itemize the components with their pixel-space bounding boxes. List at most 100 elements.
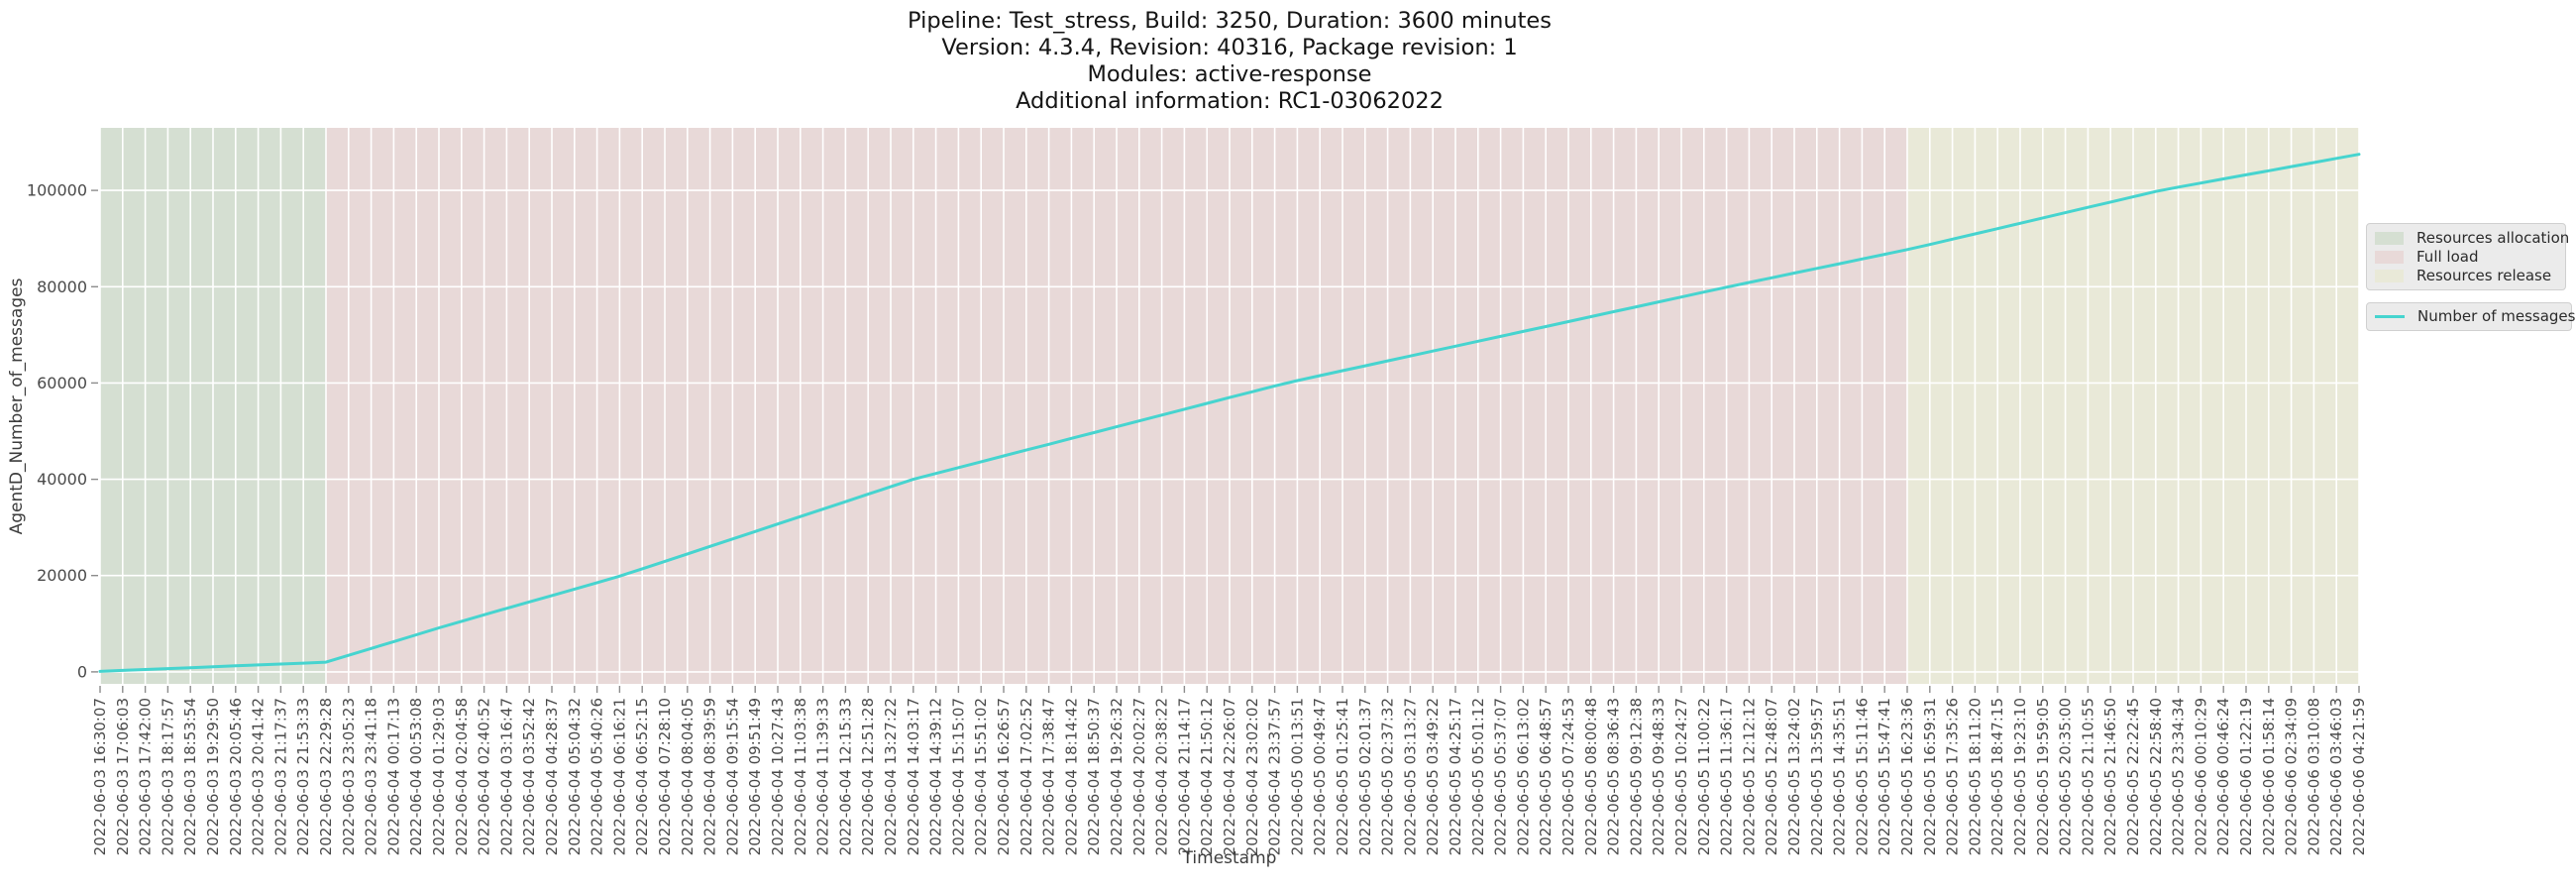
x-tick-label: 2022-06-04 12:15:33 [836, 698, 854, 855]
x-tick-label: 2022-06-05 00:13:51 [1288, 698, 1306, 855]
x-tick-label: 2022-06-04 15:51:02 [972, 698, 990, 855]
x-tick-label: 2022-06-04 08:39:59 [701, 698, 719, 855]
x-tick-label: 2022-06-04 16:26:57 [995, 698, 1013, 855]
x-tick-label: 2022-06-06 00:10:29 [2192, 698, 2209, 855]
x-tick-label: 2022-06-04 23:02:02 [1243, 698, 1261, 855]
x-tick-label: 2022-06-05 19:59:05 [2034, 698, 2052, 855]
chart-title: Pipeline: Test_stress, Build: 3250, Dura… [100, 8, 2359, 115]
legend-entry-full-load: Full load [2375, 248, 2557, 267]
x-tick-label: 2022-06-05 18:11:20 [1966, 698, 1984, 855]
x-tick-label: 2022-06-05 13:59:57 [1808, 698, 1826, 855]
x-tick-label: 2022-06-06 01:22:19 [2237, 698, 2255, 855]
x-tick-label: 2022-06-04 09:51:49 [746, 698, 764, 855]
legend-label: Full load [2416, 248, 2479, 266]
x-tick-label: 2022-06-05 16:59:31 [1921, 698, 1939, 855]
x-tick-label: 2022-06-05 08:36:43 [1605, 698, 1623, 855]
x-tick-label: 2022-06-03 23:41:18 [363, 698, 380, 855]
x-tick-label: 2022-06-06 03:46:03 [2327, 698, 2345, 855]
x-tick-label: 2022-06-05 05:37:07 [1492, 698, 1510, 855]
x-tick-label: 2022-06-04 04:28:37 [543, 698, 561, 855]
title-line-version: Version: 4.3.4, Revision: 40316, Package… [941, 35, 1518, 60]
x-tick-label: 2022-06-06 04:21:59 [2350, 698, 2368, 855]
x-tick-label: 2022-06-04 02:04:58 [453, 698, 471, 855]
x-tick-label: 2022-06-04 02:40:52 [476, 698, 493, 855]
title-line-pipeline: Pipeline: Test_stress, Build: 3250, Dura… [908, 8, 1552, 34]
x-tick-label: 2022-06-04 23:37:57 [1266, 698, 1284, 855]
legend-entry-resources-allocation: Resources allocation [2375, 229, 2569, 248]
x-tick-label: 2022-06-04 11:03:38 [792, 698, 809, 855]
resources-allocation-swatch [2375, 232, 2404, 245]
x-tick-label: 2022-06-05 15:11:46 [1853, 698, 1871, 855]
x-tick-label: 2022-06-05 00:49:47 [1311, 698, 1329, 855]
x-tick-label: 2022-06-04 15:15:07 [949, 698, 967, 855]
x-tick-label: 2022-06-05 07:24:53 [1559, 698, 1577, 855]
x-tick-label: 2022-06-06 01:58:14 [2260, 698, 2278, 855]
y-tick-label: 100000 [27, 181, 87, 200]
x-tick-label: 2022-06-04 14:39:12 [927, 698, 945, 855]
x-tick-label: 2022-06-05 17:35:26 [1944, 698, 1962, 855]
x-tick-label: 2022-06-05 20:35:00 [2057, 698, 2075, 855]
x-tick-label: 2022-06-06 03:10:08 [2305, 698, 2322, 855]
x-tick-label: 2022-06-05 03:13:27 [1401, 698, 1419, 855]
x-tick-label: 2022-06-05 02:37:32 [1379, 698, 1397, 855]
y-tick-label: 0 [77, 662, 87, 681]
x-tick-label: 2022-06-03 17:42:00 [137, 698, 155, 855]
x-tick-label: 2022-06-05 06:13:02 [1514, 698, 1532, 855]
x-tick-label: 2022-06-04 21:14:17 [1175, 698, 1193, 855]
x-tick-label: 2022-06-05 09:48:33 [1650, 698, 1667, 855]
x-tick-label: 2022-06-03 22:29:28 [317, 698, 335, 855]
x-tick-label: 2022-06-03 23:05:23 [340, 698, 358, 855]
x-tick-label: 2022-06-05 12:48:07 [1763, 698, 1780, 855]
x-tick-label: 2022-06-04 10:27:43 [769, 698, 787, 855]
x-tick-label: 2022-06-04 06:52:15 [633, 698, 651, 855]
x-tick-label: 2022-06-05 22:58:40 [2147, 698, 2165, 855]
x-tick-label: 2022-06-03 18:53:54 [181, 698, 199, 855]
x-tick-label: 2022-06-05 06:48:57 [1537, 698, 1555, 855]
x-tick-label: 2022-06-04 12:51:28 [859, 698, 877, 855]
x-tick-label: 2022-06-04 20:38:22 [1153, 698, 1171, 855]
x-tick-label: 2022-06-05 16:23:36 [1898, 698, 1916, 855]
x-tick-label: 2022-06-05 09:12:38 [1627, 698, 1645, 855]
x-tick-label: 2022-06-04 05:40:26 [589, 698, 606, 855]
x-tick-label: 2022-06-04 18:50:37 [1085, 698, 1103, 855]
x-tick-label: 2022-06-04 18:14:42 [1062, 698, 1080, 855]
x-tick-label: 2022-06-04 00:53:08 [407, 698, 425, 855]
resources-release-swatch [2375, 270, 2404, 282]
x-tick-label: 2022-06-03 17:06:03 [114, 698, 132, 855]
x-tick-label: 2022-06-05 21:46:50 [2101, 698, 2119, 855]
x-tick-label: 2022-06-05 15:47:41 [1876, 698, 1893, 855]
x-tick-label: 2022-06-05 18:47:15 [1988, 698, 2006, 855]
y-axis-label: AgentD_Number_of_messages [7, 278, 27, 535]
x-tick-label: 2022-06-05 03:49:22 [1424, 698, 1442, 855]
title-line-additional-info: Additional information: RC1-03062022 [1016, 88, 1444, 114]
x-tick-label: 2022-06-05 23:34:34 [2170, 698, 2188, 855]
x-tick-label: 2022-06-04 09:15:54 [723, 698, 741, 855]
x-tick-label: 2022-06-04 03:52:42 [520, 698, 538, 855]
x-tick-label: 2022-06-05 01:25:41 [1334, 698, 1351, 855]
x-tick-label: 2022-06-03 21:53:33 [294, 698, 312, 855]
x-tick-label: 2022-06-04 17:02:52 [1018, 698, 1035, 855]
legend-label: Number of messages [2417, 307, 2576, 325]
legend-label: Resources release [2416, 267, 2552, 284]
x-tick-label: 2022-06-05 05:01:12 [1469, 698, 1487, 855]
legend-entry-resources-release: Resources release [2375, 267, 2557, 285]
x-tick-label: 2022-06-03 16:30:07 [91, 698, 109, 855]
x-tick-label: 2022-06-05 10:24:27 [1672, 698, 1690, 855]
x-tick-label: 2022-06-04 20:02:27 [1130, 698, 1148, 855]
x-tick-label: 2022-06-05 21:10:55 [2079, 698, 2096, 855]
x-tick-label: 2022-06-04 00:17:13 [384, 698, 402, 855]
x-tick-label: 2022-06-04 19:26:32 [1108, 698, 1126, 855]
x-tick-label: 2022-06-05 08:00:48 [1582, 698, 1600, 855]
x-tick-label: 2022-06-04 06:16:21 [610, 698, 628, 855]
x-tick-label: 2022-06-05 13:24:02 [1785, 698, 1803, 855]
x-tick-label: 2022-06-06 02:34:09 [2283, 698, 2301, 855]
x-axis-label: Timestamp [1182, 848, 1277, 868]
full-load-swatch [2375, 251, 2404, 264]
x-tick-label: 2022-06-05 19:23:10 [2011, 698, 2029, 855]
x-tick-label: 2022-06-04 08:04:05 [679, 698, 697, 855]
y-tick-label: 60000 [37, 374, 87, 392]
x-tick-label: 2022-06-04 05:04:32 [566, 698, 584, 855]
x-tick-label: 2022-06-03 21:17:37 [271, 698, 289, 855]
